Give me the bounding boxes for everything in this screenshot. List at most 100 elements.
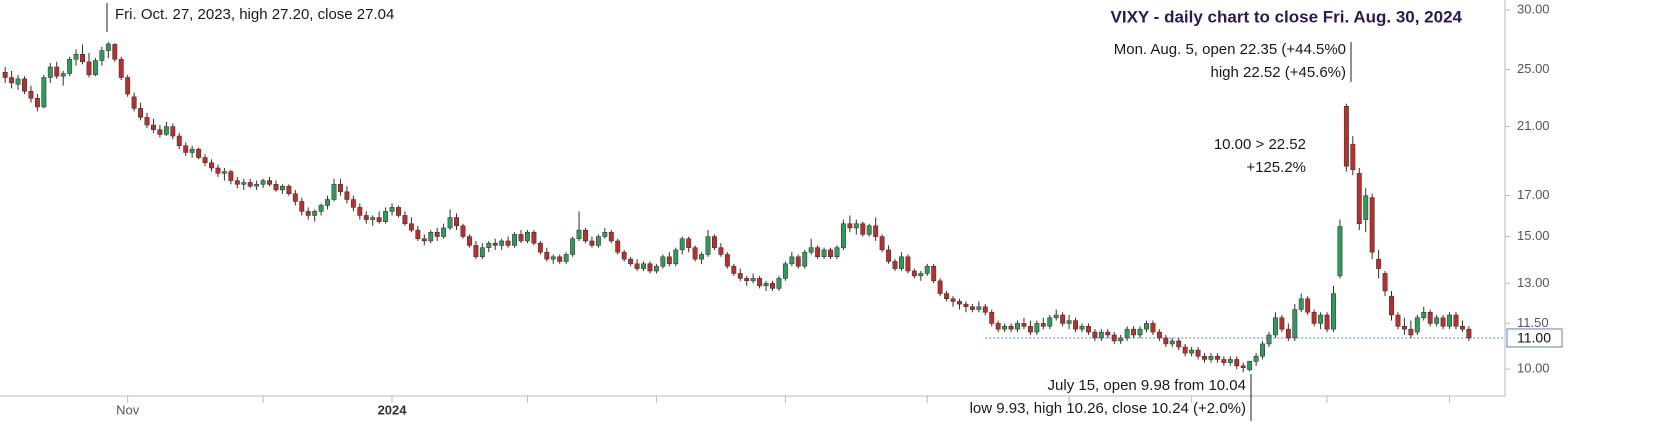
candle-body — [1131, 328, 1137, 336]
candle-body — [157, 129, 163, 135]
candle-body — [1447, 314, 1452, 327]
candle-body — [428, 231, 434, 242]
candle-body — [15, 78, 21, 85]
candle-body — [699, 254, 705, 260]
x-tick-label: 2024 — [378, 402, 408, 417]
candle-body — [957, 301, 962, 305]
candle-body — [589, 240, 595, 246]
candle-body — [724, 254, 730, 267]
candle-body — [34, 98, 40, 108]
candle-body — [1002, 326, 1008, 330]
candle-body — [621, 251, 627, 260]
candle-body — [305, 211, 311, 216]
candle-body — [376, 217, 382, 222]
candle-body — [54, 66, 60, 77]
candle-body — [241, 182, 247, 185]
candle-body — [1414, 317, 1420, 333]
candle-body — [1027, 326, 1033, 333]
candle-body — [1182, 346, 1188, 354]
candle-body — [1376, 258, 1382, 269]
candle-body — [325, 199, 331, 206]
candle-body — [1092, 331, 1098, 339]
candle-body — [1389, 295, 1394, 316]
candle-body — [911, 270, 917, 277]
candle-body — [267, 180, 272, 185]
candle-body — [673, 249, 679, 265]
candle-body — [1144, 323, 1149, 330]
candle-body — [544, 251, 550, 260]
candle-body — [105, 43, 111, 51]
candle-body — [1285, 328, 1291, 339]
candle-body — [344, 191, 350, 200]
candle-body — [1008, 326, 1014, 330]
candle-body — [209, 162, 214, 169]
candle-body — [918, 273, 924, 277]
candle-body — [2, 71, 8, 78]
candle-body — [131, 96, 137, 109]
candle-body — [1066, 320, 1072, 324]
candle-body — [363, 215, 369, 220]
candle-body — [396, 207, 401, 216]
candle-body — [1459, 326, 1465, 330]
candle-body — [202, 157, 208, 163]
candle-body — [73, 54, 79, 60]
candle-body — [473, 245, 479, 258]
candle-body — [170, 126, 176, 137]
candle-body — [408, 223, 414, 231]
candle-body — [86, 61, 92, 76]
candle-body — [163, 126, 169, 135]
y-tick-label: 25.00 — [1517, 61, 1550, 76]
candle-body — [712, 236, 717, 248]
candle-body — [338, 184, 343, 193]
candle-body — [628, 258, 634, 265]
candle-body — [228, 171, 234, 181]
candle-body — [447, 217, 453, 229]
candle-body — [1350, 143, 1356, 171]
candle-body — [647, 263, 653, 272]
candle-body — [41, 77, 47, 108]
candle-body — [402, 215, 408, 224]
candle-body — [666, 256, 672, 265]
candle-body — [47, 66, 53, 78]
candle-body — [1337, 226, 1343, 277]
candle-body — [118, 59, 124, 78]
candle-body — [421, 238, 427, 242]
candle-body — [1266, 334, 1272, 345]
y-tick-label: 13.00 — [1517, 275, 1550, 290]
candle-body — [937, 280, 943, 294]
candle-body — [486, 242, 492, 248]
candle-body — [976, 306, 982, 310]
candle-body — [1253, 356, 1259, 362]
annotation: 10.00 > 22.52 — [1214, 136, 1306, 153]
candle-body — [1202, 356, 1207, 360]
candle-body — [151, 124, 156, 130]
candle-body — [292, 193, 298, 202]
candle-body — [1272, 317, 1278, 336]
candle-body — [550, 256, 556, 260]
candle-body — [1189, 349, 1195, 354]
candle-body — [1150, 323, 1156, 333]
candle-body — [9, 77, 15, 84]
candle-body — [899, 256, 904, 269]
candle-body — [1260, 343, 1265, 357]
candle-body — [1298, 298, 1304, 310]
candle-body — [1214, 356, 1220, 360]
last-price-label: 11.00 — [1517, 330, 1551, 346]
candle-body — [705, 236, 711, 255]
last-price-tag — [1506, 328, 1563, 348]
candle-body — [1440, 317, 1446, 327]
candle-body — [634, 263, 640, 269]
candle-body — [183, 145, 189, 153]
candle-body — [518, 234, 524, 242]
candle-body — [350, 199, 356, 208]
candle-body — [1040, 323, 1046, 327]
candle-body — [357, 207, 363, 216]
candle-body — [782, 263, 788, 279]
candle-body — [686, 238, 692, 248]
candle-body — [1137, 328, 1143, 336]
candle-body — [1079, 326, 1085, 330]
candle-body — [1053, 314, 1059, 319]
candle-body — [505, 240, 511, 246]
candle-body — [944, 293, 950, 300]
candle-body — [1395, 314, 1401, 327]
